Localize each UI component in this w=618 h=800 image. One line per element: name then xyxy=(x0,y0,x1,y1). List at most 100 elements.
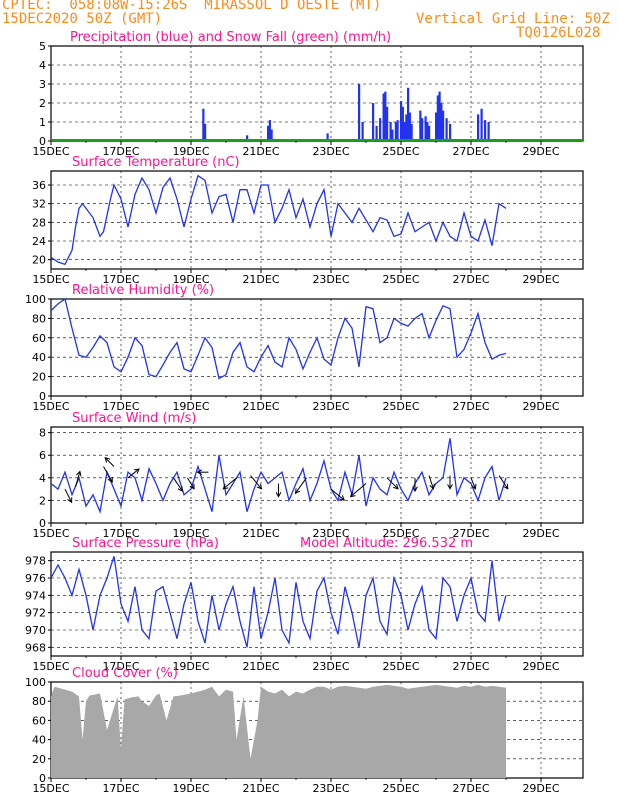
x-tick-label: 19DEC xyxy=(172,660,209,673)
x-tick-label: 15DEC xyxy=(32,400,69,413)
x-tick-label: 25DEC xyxy=(382,660,419,673)
series-line xyxy=(50,556,507,648)
x-tick-label: 27DEC xyxy=(452,782,489,795)
wind-arrow-head xyxy=(107,476,113,483)
x-tick-label: 29DEC xyxy=(522,660,559,673)
precip-bar xyxy=(400,101,403,141)
y-tick-label: 60 xyxy=(32,332,46,345)
precip-bar xyxy=(484,120,487,141)
x-tick-label: 27DEC xyxy=(452,145,489,158)
wind-arrow-head xyxy=(275,492,282,498)
x-tick-label: 29DEC xyxy=(522,400,559,413)
precip-bar xyxy=(480,108,483,141)
x-tick-label: 25DEC xyxy=(382,400,419,413)
precip-bar xyxy=(405,114,408,141)
x-tick-label: 27DEC xyxy=(452,400,489,413)
y-tick-label: 32 xyxy=(32,198,46,211)
wind-arrow xyxy=(64,488,73,503)
x-tick-label: 21DEC xyxy=(242,273,279,286)
wind-arrow-head xyxy=(196,469,203,476)
x-tick-label: 29DEC xyxy=(522,782,559,795)
wind-arrow xyxy=(173,477,183,492)
wind-arrow xyxy=(222,477,237,490)
y-tick-label: 972 xyxy=(25,607,46,620)
x-tick-label: 25DEC xyxy=(382,145,419,158)
x-tick-label: 19DEC xyxy=(172,273,209,286)
panel-2: 15DEC 17DEC 19DEC 21DEC 23DEC 25DEC 27DEC 29DEC… xyxy=(32,155,584,286)
wind-arrow-head xyxy=(177,485,183,492)
wind-arrow xyxy=(386,477,399,490)
panel-title: Relative Humidity (%) xyxy=(72,283,214,298)
y-tick-label: 976 xyxy=(25,572,46,585)
x-tick-label: 17DEC xyxy=(102,527,139,540)
y-tick-label: 24 xyxy=(32,235,46,248)
panel-title: Surface Wind (m/s) xyxy=(72,411,196,426)
wind-arrow-head xyxy=(189,483,195,490)
precip-bar xyxy=(372,103,375,141)
wind-arrow-head xyxy=(503,483,509,490)
precip-bar xyxy=(424,116,427,141)
x-tick-label: 21DEC xyxy=(242,660,279,673)
y-tick-label: 80 xyxy=(32,312,46,325)
header-grid-note: Vertical Grid Line: 50Z xyxy=(416,11,610,27)
precip-bar xyxy=(403,122,406,141)
y-tick-label: 4 xyxy=(39,472,46,485)
y-tick-label: 974 xyxy=(25,589,46,602)
wind-arrow-head xyxy=(447,484,453,490)
wind-arrow xyxy=(428,475,434,489)
precip-bar xyxy=(268,120,271,141)
panel-annotation: Model Altitude: 296.532 m xyxy=(300,536,473,551)
wind-arrow-head xyxy=(339,495,346,501)
x-tick-label: 23DEC xyxy=(312,400,349,413)
panel-title: Surface Temperature (nC) xyxy=(72,155,240,170)
precip-bar xyxy=(487,122,490,141)
y-tick-label: 968 xyxy=(25,641,46,654)
x-tick-label: 23DEC xyxy=(312,527,349,540)
precip-bar xyxy=(436,95,439,141)
x-tick-label: 27DEC xyxy=(452,660,489,673)
precip-bar xyxy=(396,120,399,141)
y-tick-label: 80 xyxy=(32,695,46,708)
series-line xyxy=(50,297,507,380)
precip-bar xyxy=(202,108,205,141)
precip-bar xyxy=(426,122,429,141)
y-tick-label: 20 xyxy=(32,753,46,766)
x-tick-label: 23DEC xyxy=(312,145,349,158)
wind-arrow xyxy=(330,488,345,501)
wind-arrow xyxy=(187,477,195,490)
panel-1: 15DEC 17DEC 19DEC 21DEC 23DEC 25DEC 27DEC 29DEC… xyxy=(32,30,584,158)
precip-bar xyxy=(204,123,207,141)
panel-title: Cloud Cover (%) xyxy=(72,666,178,681)
precip-bar xyxy=(358,84,361,141)
wind-arrow xyxy=(295,477,307,494)
plot-frame xyxy=(50,170,584,270)
y-tick-label: 40 xyxy=(32,734,46,747)
y-tick-label: 0 xyxy=(39,772,46,785)
precip-bar xyxy=(421,118,424,141)
y-tick-label: 2 xyxy=(39,494,46,507)
precip-bar xyxy=(428,125,431,141)
precip-bar xyxy=(326,133,329,141)
plot-frame xyxy=(50,298,584,397)
precip-bar xyxy=(408,112,411,141)
precip-bar xyxy=(410,123,413,141)
panel-4: 15DEC 17DEC 19DEC 21DEC 23DEC 25DEC 27DEC 29DEC… xyxy=(32,411,584,540)
precip-bar xyxy=(442,110,445,141)
panel-title: Surface Pressure (hPa) xyxy=(72,536,219,551)
y-tick-label: 36 xyxy=(32,179,46,192)
precip-bar xyxy=(401,106,404,141)
y-tick-label: 40 xyxy=(32,351,46,364)
precip-bar xyxy=(435,112,438,141)
wind-arrow-head xyxy=(222,483,229,490)
precip-bar xyxy=(440,103,443,141)
y-tick-label: 60 xyxy=(32,714,46,727)
x-tick-label: 23DEC xyxy=(312,782,349,795)
x-tick-label: 17DEC xyxy=(102,273,139,286)
x-tick-label: 25DEC xyxy=(382,782,419,795)
wind-arrow xyxy=(350,483,367,498)
plot-frame xyxy=(50,551,584,657)
y-tick-label: 6 xyxy=(39,449,46,462)
x-tick-label: 27DEC xyxy=(452,273,489,286)
